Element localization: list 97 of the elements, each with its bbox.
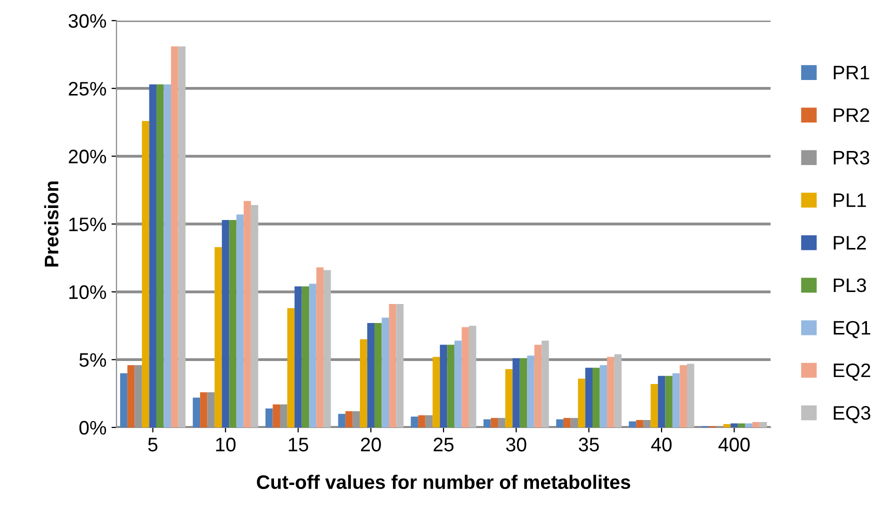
bar — [592, 368, 600, 428]
legend-label: EQ1 — [834, 320, 870, 338]
bar — [222, 220, 230, 428]
x-tick-label: 5 — [148, 438, 158, 452]
y-axis-title: Precision — [44, 181, 58, 266]
bar — [614, 354, 622, 428]
bar — [265, 408, 273, 428]
bar — [214, 247, 222, 428]
bar — [410, 416, 418, 428]
bar — [520, 358, 528, 428]
bar — [738, 423, 746, 428]
bar — [360, 339, 368, 428]
x-tick-label: 30 — [506, 438, 526, 452]
x-tick-label: 40 — [651, 438, 672, 452]
x-axis-title: Cut-off values for number of metabolites — [256, 474, 630, 490]
bar — [156, 84, 164, 428]
bar — [468, 326, 476, 428]
bar — [680, 365, 687, 428]
bar — [600, 365, 608, 428]
y-tick-label: 25% — [68, 82, 106, 96]
bar — [672, 373, 680, 428]
bar — [127, 365, 135, 428]
y-tick-label: 15% — [69, 218, 106, 232]
bar — [447, 344, 454, 428]
bar — [345, 411, 353, 428]
bar — [432, 356, 440, 428]
bar — [178, 46, 186, 428]
bar — [578, 378, 586, 428]
bar — [142, 120, 150, 428]
bar — [250, 205, 258, 428]
bar — [170, 46, 178, 428]
bar — [745, 423, 752, 428]
bar — [760, 422, 767, 428]
bar — [120, 373, 128, 428]
bar — [236, 214, 244, 428]
legend-label: EQ2 — [834, 363, 870, 381]
bar — [396, 304, 404, 428]
bar — [324, 270, 331, 428]
bar — [686, 364, 694, 428]
legend-label: PR1 — [834, 66, 870, 80]
legend-label: PL3 — [834, 278, 866, 292]
bar — [418, 415, 426, 428]
bar — [527, 356, 534, 428]
bar — [665, 376, 672, 428]
legend-label: PL2 — [834, 236, 866, 250]
bar — [628, 421, 636, 428]
bar — [200, 392, 208, 428]
bar — [730, 423, 738, 428]
x-tick-label: 20 — [361, 438, 381, 452]
y-tick-label: 20% — [68, 150, 106, 164]
y-tick-label: 30% — [68, 14, 106, 28]
bar — [483, 419, 491, 428]
bar — [658, 376, 666, 428]
bar — [723, 424, 731, 428]
x-tick-label: 35 — [578, 438, 599, 452]
bar — [454, 340, 462, 428]
bar — [294, 286, 302, 428]
bar — [367, 323, 374, 428]
bar — [512, 358, 520, 428]
y-tick-label: 5% — [79, 353, 106, 367]
bar — [389, 304, 396, 428]
bar — [374, 323, 382, 428]
x-tick-label: 10 — [216, 438, 236, 452]
bar — [563, 418, 571, 428]
bar — [636, 420, 644, 428]
bar — [382, 318, 390, 428]
bar — [244, 200, 251, 428]
legend-label: PR3 — [834, 150, 870, 165]
bar — [272, 404, 280, 428]
bar — [556, 419, 564, 428]
bar — [338, 414, 346, 428]
legend-label: EQ3 — [834, 406, 870, 424]
bar — [650, 384, 658, 428]
y-tick-label: 0% — [79, 420, 106, 435]
bar — [534, 344, 542, 428]
legend-label: PL1 — [834, 194, 866, 207]
bar — [302, 286, 310, 428]
bar — [287, 308, 295, 428]
legend-label: PR2 — [834, 108, 870, 122]
x-tick-label: 25 — [434, 438, 454, 452]
bar — [164, 84, 171, 428]
bar — [542, 340, 549, 428]
bar — [462, 327, 469, 428]
bar — [607, 356, 614, 428]
bar — [752, 422, 760, 428]
bar — [309, 284, 316, 428]
bar — [585, 368, 593, 428]
bar — [490, 418, 498, 428]
bar — [192, 398, 200, 428]
bar — [505, 369, 513, 428]
x-tick-label: 400 — [718, 438, 750, 452]
bar — [229, 220, 236, 428]
bar — [316, 267, 324, 428]
x-tick-label: 15 — [288, 438, 308, 452]
bar — [440, 344, 448, 428]
y-tick-label: 10% — [69, 285, 106, 300]
bar — [149, 84, 156, 428]
